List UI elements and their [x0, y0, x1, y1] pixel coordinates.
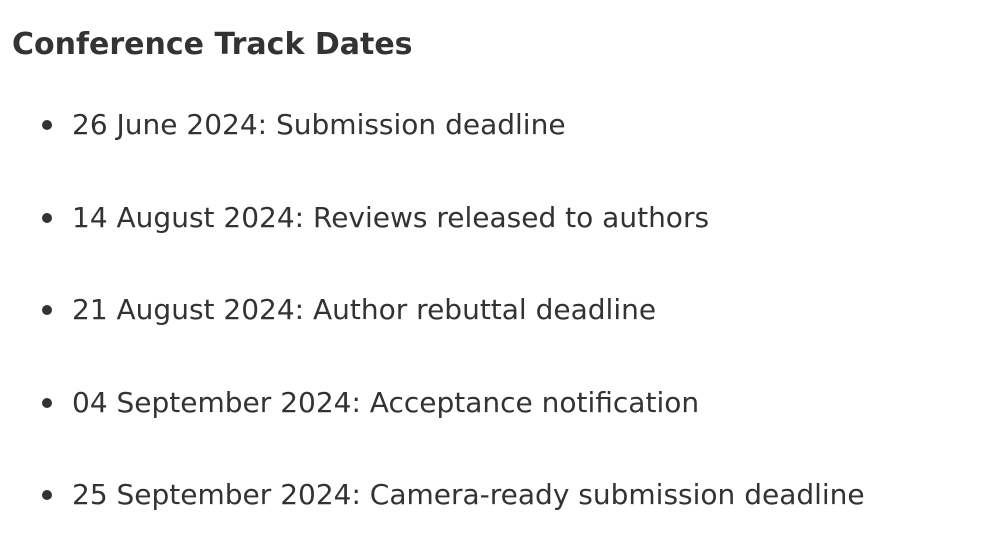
list-item-text: 26 June 2024: Submission deadline: [72, 108, 566, 141]
list-item-text: 25 September 2024: Camera-ready submissi…: [72, 478, 865, 511]
track-dates-list: 26 June 2024: Submission deadline 14 Aug…: [0, 102, 865, 539]
list-item-text: 14 August 2024: Reviews released to auth…: [72, 200, 710, 234]
list-item-text: 04 September 2024: Acceptance notificati…: [72, 385, 700, 419]
list-item: 26 June 2024: Submission deadline: [0, 102, 865, 195]
page-title: Conference Track Dates: [12, 27, 413, 62]
bullet-icon: [42, 490, 52, 500]
bullet-icon: [42, 120, 52, 130]
list-item: 21 August 2024: Author rebuttal deadline: [0, 287, 865, 380]
bullet-icon: [42, 305, 52, 315]
list-item: 14 August 2024: Reviews released to auth…: [0, 195, 865, 288]
list-item-text: 21 August 2024: Author rebuttal deadline: [72, 293, 657, 326]
list-item: 25 September 2024: Camera-ready submissi…: [0, 472, 865, 539]
list-item: 04 September 2024: Acceptance notificati…: [0, 380, 865, 473]
bullet-icon: [42, 212, 52, 223]
bullet-icon: [42, 397, 52, 408]
